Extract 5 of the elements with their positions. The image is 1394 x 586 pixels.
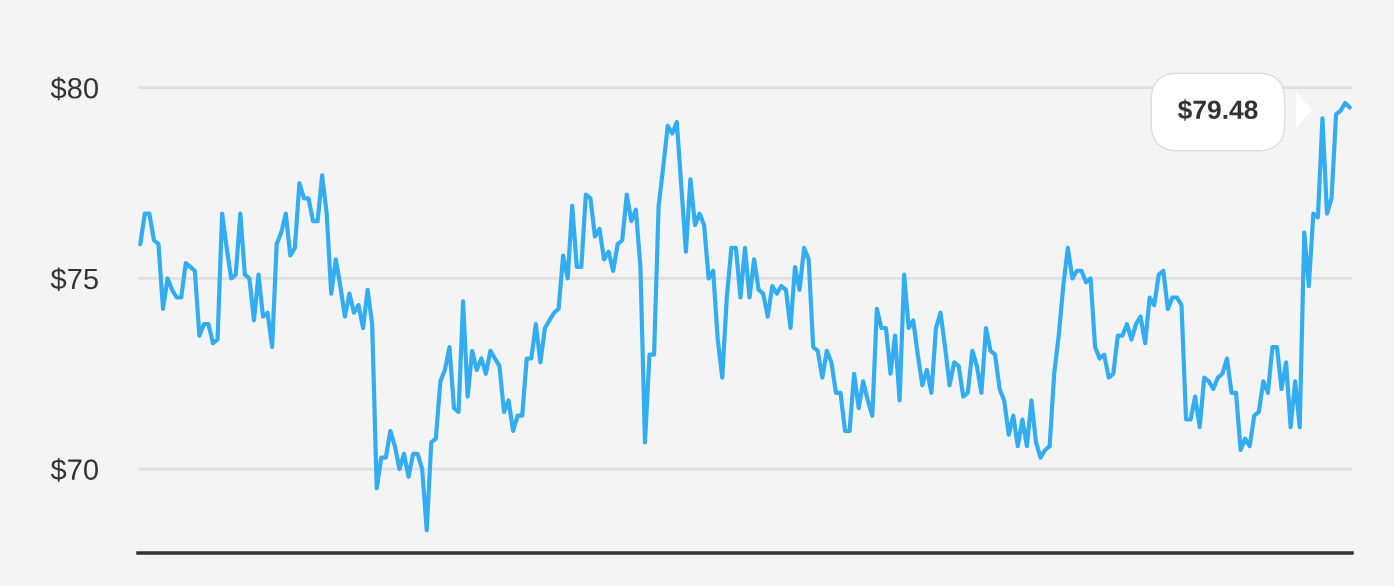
- annotation: $79.48: [1177, 99, 1258, 121]
- line-series: [138, 100, 1352, 533]
- y-tick-label: $70: [50, 458, 98, 482]
- y-tick-label: $80: [50, 76, 98, 101]
- y-tick-label: $75: [50, 267, 98, 291]
